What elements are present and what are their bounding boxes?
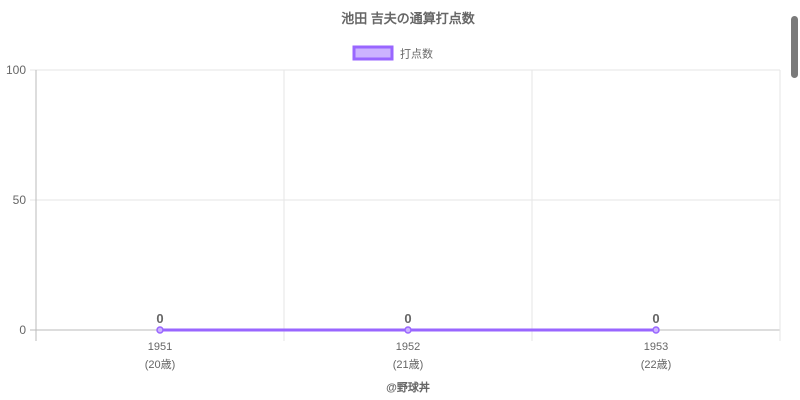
data-point [156,326,164,334]
x-tick-label: 1953 [644,341,668,353]
x-tick-sublabel: (22歳) [641,358,672,371]
chart-title: 池田 吉夫の通算打点数 [341,11,476,26]
scrollbar[interactable] [791,16,798,78]
data-label: 0 [156,311,163,326]
x-tick-label: 1951 [148,341,172,353]
legend-label: 打点数 [400,47,433,61]
credit: @野球丼 [386,380,430,394]
x-tick-label: 1952 [396,341,420,353]
y-tick-label: 100 [6,63,26,77]
data-label: 0 [652,311,659,326]
data-label: 0 [404,311,411,326]
legend-swatch [352,45,394,61]
legend[interactable]: 打点数 [352,45,433,61]
x-tick-sublabel: (20歳) [145,358,176,371]
x-tick-sublabel: (21歳) [393,358,424,371]
y-tick-label: 0 [19,323,26,337]
y-tick-label: 50 [13,193,27,207]
data-point [404,326,412,334]
data-point [652,326,660,334]
